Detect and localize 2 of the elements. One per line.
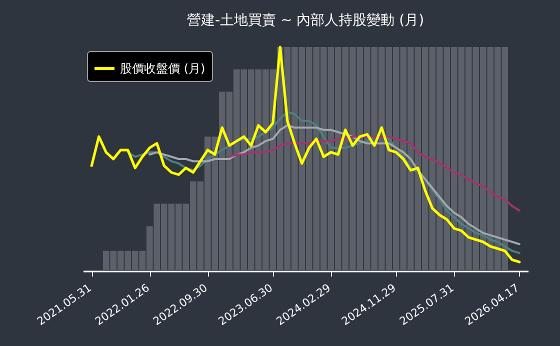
legend-label: 股價收盤價 (月) (120, 62, 206, 76)
chart-title: 營建-土地買賣 ~ 內部人持股變動 (月) (186, 12, 424, 29)
